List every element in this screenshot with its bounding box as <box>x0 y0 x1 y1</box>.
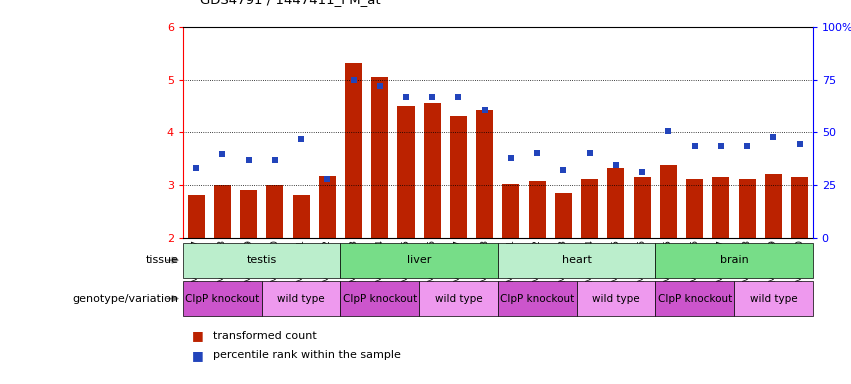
Text: ClpP knockout: ClpP knockout <box>658 293 732 304</box>
Point <box>346 76 360 83</box>
Bar <box>187 195 204 238</box>
Point <box>426 93 439 99</box>
Text: wild type: wild type <box>277 293 325 304</box>
FancyBboxPatch shape <box>419 281 498 316</box>
Text: wild type: wild type <box>592 293 640 304</box>
Bar <box>319 176 336 238</box>
Text: transformed count: transformed count <box>213 331 317 341</box>
Bar <box>791 177 808 238</box>
Point <box>399 93 413 99</box>
FancyBboxPatch shape <box>183 243 340 278</box>
Point <box>268 157 282 163</box>
Text: wild type: wild type <box>750 293 797 304</box>
Bar <box>293 195 310 238</box>
Text: ■: ■ <box>191 349 203 362</box>
Text: percentile rank within the sample: percentile rank within the sample <box>213 350 401 360</box>
Bar <box>450 116 467 238</box>
Bar <box>477 110 494 238</box>
Point <box>609 162 623 168</box>
Point <box>688 142 701 149</box>
Bar <box>345 63 362 238</box>
Text: GDS4791 / 1447411_PM_at: GDS4791 / 1447411_PM_at <box>200 0 380 6</box>
Bar <box>397 106 414 238</box>
Point <box>636 169 649 175</box>
Bar <box>266 185 283 238</box>
Text: heart: heart <box>562 255 591 265</box>
Bar <box>214 185 231 238</box>
Bar <box>581 179 598 238</box>
Text: ClpP knockout: ClpP knockout <box>186 293 260 304</box>
Point <box>189 166 203 172</box>
Point <box>661 128 675 134</box>
FancyBboxPatch shape <box>576 281 655 316</box>
Bar <box>240 190 257 238</box>
Bar <box>712 177 729 238</box>
FancyBboxPatch shape <box>183 281 262 316</box>
Text: testis: testis <box>247 255 277 265</box>
Point <box>478 107 492 113</box>
Bar <box>634 177 651 238</box>
Bar <box>739 179 756 238</box>
FancyBboxPatch shape <box>262 281 340 316</box>
Bar <box>686 179 703 238</box>
Point <box>215 151 229 157</box>
FancyBboxPatch shape <box>340 281 419 316</box>
Point <box>504 155 517 161</box>
Text: ClpP knockout: ClpP knockout <box>343 293 417 304</box>
Point <box>373 83 386 89</box>
FancyBboxPatch shape <box>655 243 813 278</box>
Point <box>767 134 780 140</box>
Point <box>294 136 308 142</box>
FancyBboxPatch shape <box>655 281 734 316</box>
Text: ClpP knockout: ClpP knockout <box>500 293 574 304</box>
Point <box>321 176 334 182</box>
Bar <box>555 193 572 238</box>
Point <box>740 142 754 149</box>
Point <box>557 167 570 174</box>
Bar <box>660 165 677 238</box>
Point <box>714 142 728 149</box>
Text: ■: ■ <box>191 329 203 343</box>
Point <box>583 149 597 156</box>
Text: tissue: tissue <box>146 255 179 265</box>
Bar <box>371 77 388 238</box>
Text: liver: liver <box>407 255 431 265</box>
FancyBboxPatch shape <box>498 243 655 278</box>
FancyBboxPatch shape <box>498 281 576 316</box>
Text: brain: brain <box>720 255 748 265</box>
Point <box>452 93 465 99</box>
Bar <box>765 174 782 238</box>
Point <box>242 157 255 163</box>
FancyBboxPatch shape <box>340 243 498 278</box>
Bar <box>502 184 519 238</box>
Bar <box>608 169 625 238</box>
Point <box>530 149 544 156</box>
Text: genotype/variation: genotype/variation <box>72 293 179 304</box>
Bar <box>528 181 545 238</box>
Text: wild type: wild type <box>435 293 483 304</box>
Point <box>793 141 807 147</box>
Bar <box>424 103 441 238</box>
FancyBboxPatch shape <box>734 281 813 316</box>
